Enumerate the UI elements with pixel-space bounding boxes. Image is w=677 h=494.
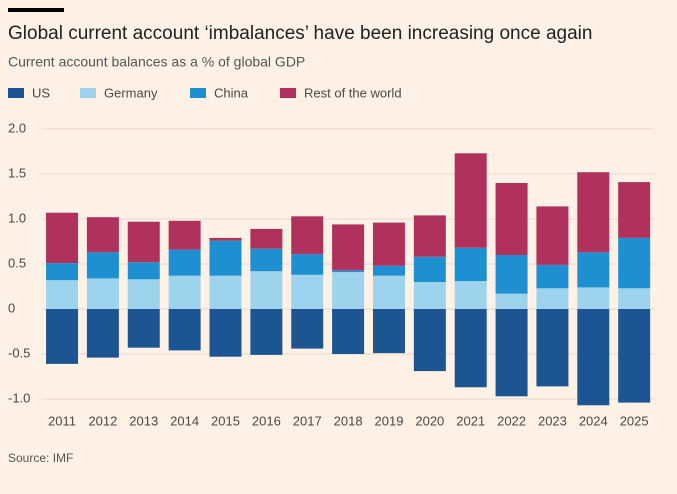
bar-segment: [536, 264, 569, 289]
x-tick-label: 2020: [415, 413, 444, 428]
bar-segment: [86, 278, 119, 309]
x-tick-label: 2024: [579, 413, 608, 428]
bar-segment: [495, 309, 528, 397]
bar-segment: [168, 309, 201, 351]
bar-segment: [413, 215, 446, 257]
bar-segment: [618, 237, 651, 289]
legend-swatch: [8, 88, 24, 98]
bar-segment: [250, 248, 283, 272]
x-tick-label: 2016: [252, 413, 281, 428]
source: Source: IMF: [8, 451, 73, 465]
bar-segment: [209, 309, 242, 357]
bar-segment: [413, 309, 446, 372]
x-tick-label: 2013: [129, 413, 158, 428]
legend-label: Rest of the world: [304, 85, 402, 100]
chart-title: Global current account ‘imbalances’ have…: [8, 23, 592, 44]
x-tick-label: 2025: [620, 413, 649, 428]
bar-segment: [372, 222, 405, 266]
y-tick-label: 2.0: [8, 120, 26, 135]
bar-segment: [168, 249, 201, 276]
bar-segment: [332, 270, 365, 273]
bar-segment: [332, 224, 365, 271]
bar-segment: [250, 309, 283, 355]
bar-segment: [577, 309, 610, 406]
bar-segment: [536, 288, 569, 309]
y-tick-label: -0.5: [8, 345, 30, 360]
bar-segment: [86, 252, 119, 279]
legend-label: Germany: [104, 85, 158, 100]
bar-segment: [127, 221, 160, 263]
bar-segment: [454, 153, 487, 248]
bar-segment: [413, 282, 446, 309]
x-tick-label: 2011: [48, 413, 76, 428]
x-tick-label: 2015: [211, 413, 240, 428]
bar-segment: [168, 220, 201, 250]
bar-segment: [250, 228, 283, 249]
bar-segment: [577, 172, 610, 253]
bar-segment: [536, 206, 569, 265]
bar-segment: [209, 275, 242, 309]
bar-segment: [291, 254, 324, 275]
bar-segment: [454, 247, 487, 282]
x-tick-label: 2018: [334, 413, 363, 428]
bar-segment: [127, 279, 160, 309]
y-tick-label: 1.5: [8, 165, 26, 180]
bar-segment: [291, 216, 324, 255]
bar-segment: [495, 255, 528, 294]
y-tick-label: -1.0: [8, 390, 30, 405]
bar-segment: [618, 288, 651, 309]
bar-segment: [495, 293, 528, 309]
bar-segment: [536, 309, 569, 387]
legend-swatch: [280, 88, 296, 98]
bar-segment: [209, 237, 242, 241]
y-tick-label: 0.5: [8, 255, 26, 270]
legend-label: China: [214, 85, 249, 100]
bar-segment: [250, 271, 283, 309]
x-tick-label: 2017: [293, 413, 322, 428]
bar-segment: [413, 256, 446, 282]
chart-subtitle: Current account balances as a % of globa…: [8, 54, 305, 70]
y-tick-label: 1.0: [8, 210, 26, 225]
bar-segment: [209, 240, 242, 276]
legend-label: US: [32, 85, 50, 100]
bar-segment: [86, 309, 119, 358]
bar-segment: [332, 309, 365, 354]
y-tick-label: 0: [8, 300, 15, 315]
bar-segment: [86, 217, 119, 253]
bar-segment: [291, 309, 324, 349]
bar-segment: [618, 182, 651, 238]
bar-segment: [168, 275, 201, 309]
legend-swatch: [190, 88, 206, 98]
decoration-bar: [8, 8, 64, 12]
bar-segment: [372, 265, 405, 276]
bar-segment: [618, 309, 651, 403]
bar-segment: [577, 252, 610, 288]
bar-segment: [46, 280, 79, 309]
legend: US Germany China Rest of the world: [8, 85, 402, 100]
bar-segment: [46, 309, 79, 364]
bar-segment: [332, 272, 365, 309]
bar-segment: [127, 262, 160, 280]
bar-segment: [46, 263, 79, 281]
bar-segment: [454, 309, 487, 388]
legend-swatch: [80, 88, 96, 98]
bar-segment: [291, 274, 324, 309]
x-tick-label: 2023: [538, 413, 567, 428]
x-tick-label: 2014: [170, 413, 199, 428]
x-tick-label: 2022: [497, 413, 526, 428]
x-tick-label: 2019: [375, 413, 404, 428]
bar-segment: [577, 287, 610, 309]
bar-segment: [46, 212, 79, 264]
bar-segment: [454, 281, 487, 309]
bar-segment: [495, 183, 528, 255]
bar-segment: [372, 275, 405, 309]
bar-segment: [127, 309, 160, 348]
bar-segment: [372, 309, 405, 354]
x-tick-label: 2012: [88, 413, 117, 428]
x-tick-label: 2021: [456, 413, 485, 428]
